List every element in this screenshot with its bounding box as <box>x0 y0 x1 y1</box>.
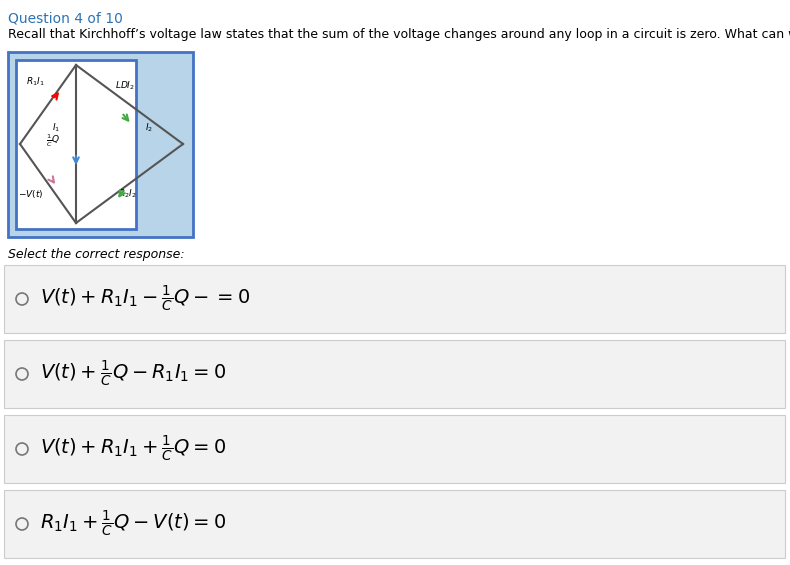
Text: Recall that Kirchhoff’s voltage law states that the sum of the voltage changes a: Recall that Kirchhoff’s voltage law stat… <box>8 28 790 41</box>
Text: $I_2$: $I_2$ <box>145 121 153 133</box>
Bar <box>4 490 785 558</box>
Text: Select the correct response:: Select the correct response: <box>8 248 185 261</box>
Text: $V(t) + R_1I_1 + \frac{1}{C}Q = 0$: $V(t) + R_1I_1 + \frac{1}{C}Q = 0$ <box>40 434 226 464</box>
Text: $V(t) + \frac{1}{C}Q - R_1I_1 = 0$: $V(t) + \frac{1}{C}Q - R_1I_1 = 0$ <box>40 359 226 389</box>
Bar <box>8 52 193 237</box>
Text: $-V(t)$: $-V(t)$ <box>18 188 43 200</box>
Text: $\frac{1}{C}Q$: $\frac{1}{C}Q$ <box>46 132 60 149</box>
Bar <box>4 340 785 408</box>
Text: Question 4 of 10: Question 4 of 10 <box>8 12 123 26</box>
Text: $R_2I_2$: $R_2I_2$ <box>118 188 137 201</box>
Text: $R_1I_1$: $R_1I_1$ <box>26 76 45 89</box>
Text: $I_1$: $I_1$ <box>52 121 60 133</box>
Bar <box>4 265 785 333</box>
Text: $V(t) + R_1I_1 - \frac{1}{C}Q- = 0$: $V(t) + R_1I_1 - \frac{1}{C}Q- = 0$ <box>40 284 250 314</box>
Bar <box>4 415 785 483</box>
Text: $R_1I_1 + \frac{1}{C}Q - V(t) = 0$: $R_1I_1 + \frac{1}{C}Q - V(t) = 0$ <box>40 509 226 539</box>
Bar <box>16 60 136 229</box>
Text: $LDI_2$: $LDI_2$ <box>115 79 135 92</box>
